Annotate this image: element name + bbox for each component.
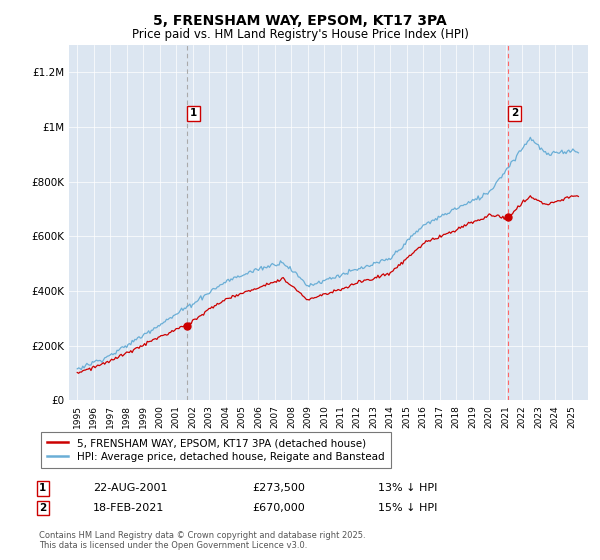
Text: £670,000: £670,000 (252, 503, 305, 513)
Text: 5, FRENSHAM WAY, EPSOM, KT17 3PA: 5, FRENSHAM WAY, EPSOM, KT17 3PA (153, 14, 447, 28)
Legend: 5, FRENSHAM WAY, EPSOM, KT17 3PA (detached house), HPI: Average price, detached : 5, FRENSHAM WAY, EPSOM, KT17 3PA (detach… (41, 432, 391, 468)
Text: 1: 1 (39, 483, 46, 493)
Text: 18-FEB-2021: 18-FEB-2021 (93, 503, 164, 513)
Text: 22-AUG-2001: 22-AUG-2001 (93, 483, 167, 493)
Text: Price paid vs. HM Land Registry's House Price Index (HPI): Price paid vs. HM Land Registry's House … (131, 28, 469, 41)
Text: Contains HM Land Registry data © Crown copyright and database right 2025.
This d: Contains HM Land Registry data © Crown c… (39, 531, 365, 550)
Text: 2: 2 (511, 108, 518, 118)
Text: 2: 2 (39, 503, 46, 513)
Text: £273,500: £273,500 (252, 483, 305, 493)
Text: 1: 1 (190, 108, 197, 118)
Text: 15% ↓ HPI: 15% ↓ HPI (378, 503, 437, 513)
Text: 13% ↓ HPI: 13% ↓ HPI (378, 483, 437, 493)
